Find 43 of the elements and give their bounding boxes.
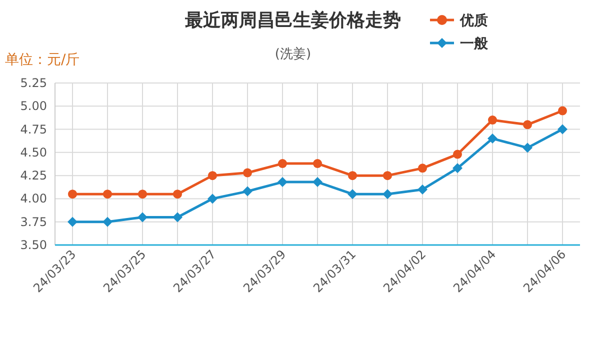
point (382, 189, 392, 200)
point (208, 194, 218, 204)
y-tick-label: 3.75 (20, 214, 47, 229)
point (278, 159, 287, 168)
y-tick-label: 4.50 (20, 145, 47, 160)
chart-title: 最近两周昌邑生姜价格走势 (184, 9, 401, 31)
point (278, 177, 288, 188)
point (418, 164, 427, 173)
point (138, 212, 148, 222)
y-tick-label: 3.50 (20, 238, 47, 252)
y-tick-label: 5.25 (20, 76, 47, 90)
point (418, 184, 428, 194)
point (348, 189, 358, 200)
point (558, 106, 567, 116)
point (488, 134, 498, 144)
point (68, 216, 78, 227)
point (488, 116, 497, 125)
legend-label: 优质 (459, 12, 488, 29)
y-tick-label: 5.00 (20, 99, 47, 114)
point (558, 124, 568, 134)
point (173, 190, 182, 199)
point (172, 212, 182, 222)
y-tick-label: 4.75 (20, 122, 47, 136)
chart-subtitle: (洗姜) (274, 46, 312, 62)
point (242, 186, 252, 196)
point (312, 177, 322, 188)
y-tick-label: 4.25 (20, 168, 47, 183)
point (523, 120, 532, 130)
point (243, 168, 252, 178)
point (522, 142, 532, 153)
point (103, 190, 112, 199)
point (348, 171, 357, 180)
point (208, 171, 217, 180)
point (452, 163, 462, 174)
point (313, 159, 322, 168)
y-tick-label: 4.00 (20, 192, 47, 206)
point (138, 190, 147, 199)
point (68, 190, 77, 199)
point (102, 216, 112, 227)
point (383, 171, 392, 180)
y-axis-title: 单位：元/斤 (5, 52, 80, 68)
legend-label: 一般 (460, 36, 489, 52)
point (453, 150, 462, 159)
